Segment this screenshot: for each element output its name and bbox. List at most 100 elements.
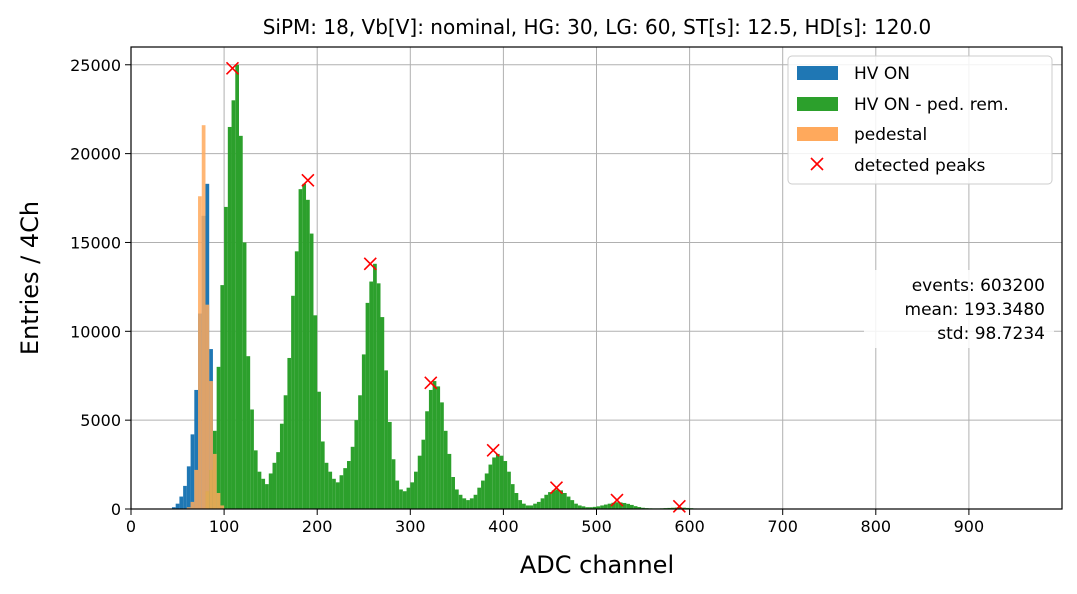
bar-hv-on-ped-rem bbox=[294, 251, 299, 509]
bar-pedestal bbox=[201, 125, 206, 509]
stats-std: std: 98.7234 bbox=[937, 324, 1045, 344]
bar-pedestal bbox=[186, 507, 191, 509]
peak-marker bbox=[672, 499, 686, 513]
bar-hv-on-ped-rem bbox=[622, 502, 627, 509]
bar-hv-on-ped-rem bbox=[536, 501, 541, 509]
bar-hv-on-ped-rem bbox=[380, 317, 385, 509]
bar-hv-on-ped-rem bbox=[473, 494, 478, 509]
bar-hv-on-ped-rem bbox=[481, 480, 485, 509]
bar-hv-on-ped-rem bbox=[492, 457, 496, 509]
bar-hv-on-ped-rem bbox=[548, 492, 552, 509]
bar-hv-on-ped-rem bbox=[421, 439, 426, 509]
peak-marker-stroke bbox=[549, 481, 564, 495]
bar-hv-on-ped-rem bbox=[332, 478, 336, 509]
bar-hv-on-ped-rem bbox=[279, 423, 284, 509]
bar-hv-on-ped-rem bbox=[287, 357, 292, 509]
bar-hv-on-ped-rem bbox=[414, 471, 418, 509]
peak-marker-stroke bbox=[301, 173, 315, 187]
bar-hv-on-ped-rem bbox=[283, 395, 288, 509]
peak-marker bbox=[549, 481, 564, 495]
bar-hv-on-ped-rem bbox=[250, 409, 254, 509]
bar-hv-on-ped-rem bbox=[373, 263, 377, 509]
peak-marker-stroke bbox=[225, 61, 240, 75]
bar-pedestal bbox=[216, 493, 221, 509]
bar-hv-on-ped-rem bbox=[306, 199, 310, 510]
x-tick-label: 0 bbox=[126, 517, 136, 536]
bar-hv-on-ped-rem bbox=[555, 489, 560, 509]
bar-hv-on bbox=[179, 496, 184, 509]
bar-hv-on-ped-rem bbox=[458, 494, 463, 509]
bar-pedestal bbox=[212, 453, 217, 509]
bar-pedestal bbox=[209, 381, 213, 509]
peak-marker-stroke bbox=[363, 257, 377, 271]
x-tick-label: 800 bbox=[861, 517, 892, 536]
bar-hv-on-ped-rem bbox=[443, 430, 448, 509]
bar-hv-on-ped-rem bbox=[540, 498, 545, 509]
bar-hv-on-ped-rem bbox=[417, 455, 422, 509]
bar-hv-on-ped-rem bbox=[235, 64, 239, 510]
bar-hv-on-ped-rem bbox=[533, 503, 537, 509]
bar-hv-on-ped-rem bbox=[551, 490, 556, 509]
bar-hv-on-ped-rem bbox=[495, 453, 500, 509]
bar-hv-on-ped-rem bbox=[406, 487, 411, 509]
bar-hv-on-ped-rem bbox=[574, 503, 578, 509]
bar-hv-on-ped-rem bbox=[410, 482, 415, 509]
bar-hv-on-ped-rem bbox=[391, 459, 396, 509]
bar-hv-on-ped-rem bbox=[343, 468, 347, 509]
bar-hv-on-ped-rem bbox=[346, 461, 351, 509]
peak-marker bbox=[486, 443, 500, 457]
bar-hv-on-ped-rem bbox=[611, 502, 616, 509]
bar-hv-on-ped-rem bbox=[276, 452, 280, 509]
peak-marker bbox=[424, 376, 438, 390]
bar-hv-on-ped-rem bbox=[302, 183, 307, 510]
bar-hv-on-ped-rem bbox=[350, 446, 355, 509]
peak-marker bbox=[363, 257, 377, 271]
bar-hv-on-ped-rem bbox=[581, 506, 586, 509]
bar-hv-on-ped-rem bbox=[451, 477, 455, 509]
bar-hv-on-ped-rem bbox=[633, 506, 638, 509]
bar-hv-on-ped-rem bbox=[220, 285, 225, 509]
histogram-bars bbox=[171, 64, 698, 510]
bar-hv-on-ped-rem bbox=[432, 381, 437, 509]
bar-pedestal bbox=[194, 469, 199, 509]
x-axis: 0 100 200 300 400 500 600 700 800 900 bbox=[126, 509, 984, 536]
bar-hv-on-ped-rem bbox=[440, 402, 444, 509]
legend: HV ON HV ON - ped. rem. pedestal detecte… bbox=[787, 55, 1053, 185]
bar-hv-on-ped-rem bbox=[626, 503, 631, 509]
bar-hv-on-ped-rem bbox=[268, 473, 273, 509]
bar-hv-on-ped-rem bbox=[566, 496, 571, 509]
bar-hv-on-ped-rem bbox=[320, 441, 325, 509]
bar-hv-on bbox=[190, 434, 195, 509]
peak-marker bbox=[225, 61, 240, 75]
legend-swatch-hv-on bbox=[797, 66, 838, 80]
bar-hv-on-ped-rem bbox=[641, 507, 645, 509]
bar-pedestal bbox=[198, 196, 202, 509]
bar-hv-on-ped-rem bbox=[529, 505, 534, 509]
bar-hv-on-ped-rem bbox=[428, 389, 433, 509]
bar-hv-on-ped-rem bbox=[253, 450, 258, 509]
y-tick-label: 0 bbox=[111, 500, 121, 519]
bar-hv-on-ped-rem bbox=[257, 471, 262, 509]
bar-hv-on-ped-rem bbox=[510, 484, 515, 509]
x-tick-label: 400 bbox=[488, 517, 519, 536]
bar-hv-on-ped-rem bbox=[522, 503, 526, 509]
detected-peaks bbox=[225, 61, 686, 513]
legend-marker-detected-peaks bbox=[810, 157, 824, 171]
stats-box-background bbox=[864, 270, 1054, 348]
bar-hv-on-ped-rem bbox=[361, 354, 366, 509]
bar-hv-on-ped-rem bbox=[525, 505, 530, 509]
bar-hv-on-ped-rem bbox=[238, 135, 243, 509]
x-tick-label: 600 bbox=[674, 517, 705, 536]
bar-hv-on-ped-rem bbox=[376, 283, 381, 509]
bar-hv-on-ped-rem bbox=[265, 484, 269, 509]
bar-hv-on-ped-rem bbox=[585, 507, 590, 509]
peak-marker bbox=[301, 173, 315, 187]
chart-title: SiPM: 18, Vb[V]: nominal, HG: 30, LG: 60… bbox=[263, 15, 932, 39]
bar-hv-on-ped-rem bbox=[365, 302, 370, 509]
x-tick-label: 100 bbox=[209, 517, 240, 536]
legend-frame bbox=[787, 55, 1053, 185]
bar-hv-on-ped-rem bbox=[615, 502, 619, 509]
bar-hv-on-ped-rem bbox=[592, 506, 597, 509]
bar-hv-on-ped-rem bbox=[600, 505, 604, 509]
bar-hv-on-ped-rem bbox=[298, 189, 303, 509]
